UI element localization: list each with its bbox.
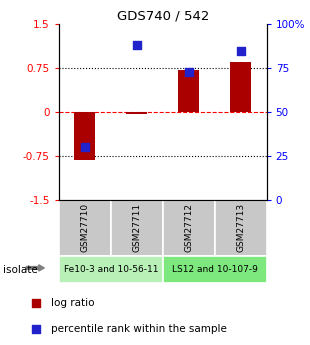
Text: GSM27710: GSM27710	[80, 203, 89, 253]
Bar	[178, 70, 199, 112]
Point	[238, 48, 243, 53]
Bar	[111, 200, 163, 256]
Title: GDS740 / 542: GDS740 / 542	[117, 10, 209, 23]
Bar	[126, 112, 147, 114]
Bar	[163, 200, 215, 256]
Bar	[59, 256, 163, 283]
Bar	[163, 256, 267, 283]
Text: LS12 and 10-107-9: LS12 and 10-107-9	[172, 265, 258, 274]
Text: isolate: isolate	[3, 265, 38, 275]
Text: percentile rank within the sample: percentile rank within the sample	[51, 324, 227, 334]
Point	[186, 69, 191, 75]
Point	[134, 42, 139, 48]
Text: GSM27712: GSM27712	[184, 203, 193, 252]
Bar	[215, 200, 267, 256]
Text: log ratio: log ratio	[51, 298, 94, 308]
Text: GSM27711: GSM27711	[132, 203, 141, 253]
Point	[82, 145, 87, 150]
Text: GSM27713: GSM27713	[236, 203, 245, 253]
Bar	[59, 200, 111, 256]
Bar	[74, 112, 95, 160]
Bar	[230, 62, 251, 112]
Text: Fe10-3 and 10-56-11: Fe10-3 and 10-56-11	[64, 265, 158, 274]
